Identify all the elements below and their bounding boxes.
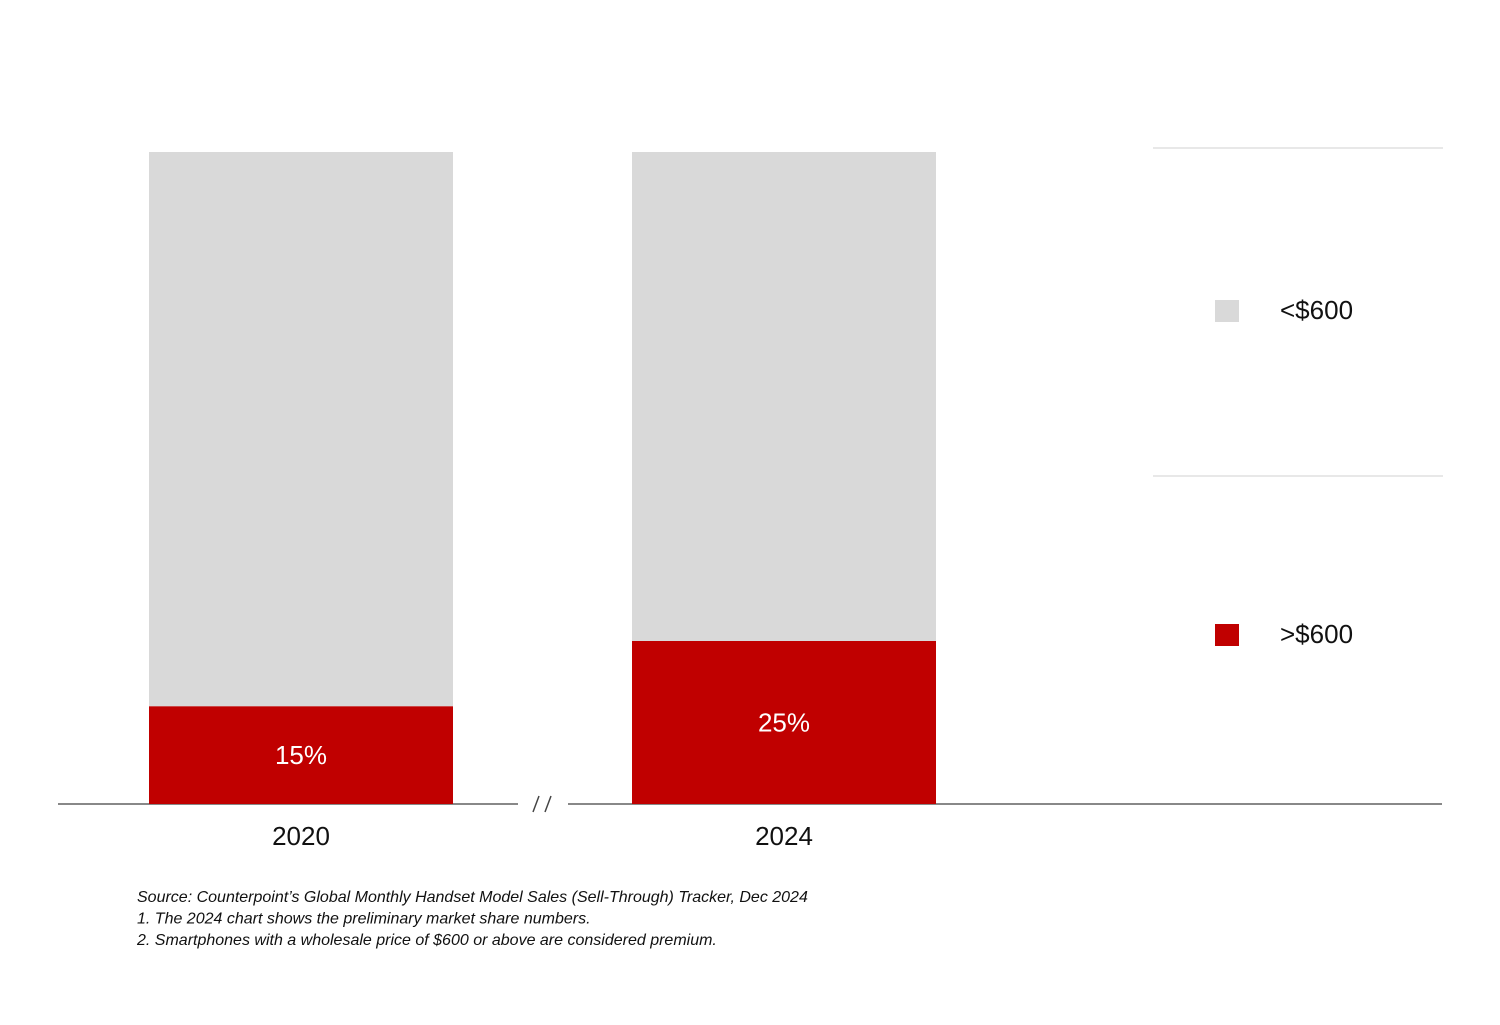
legend-swatch — [1215, 300, 1239, 322]
footnote: Source: Counterpoint’s Global Monthly Ha… — [137, 889, 808, 906]
data-label: 25% — [758, 707, 810, 737]
x-tick-label: 2020 — [272, 821, 330, 851]
bar-segment — [149, 706, 453, 804]
footnote: 2. Smartphones with a wholesale price of… — [136, 932, 717, 949]
bar-segment — [632, 641, 936, 804]
x-tick-label: 2024 — [755, 821, 813, 851]
legend-swatch — [1215, 624, 1239, 646]
data-label: 15% — [275, 740, 327, 770]
footnote: 1. The 2024 chart shows the preliminary … — [137, 911, 591, 928]
legend-label: >$600 — [1280, 619, 1353, 649]
bar-segment — [149, 152, 453, 707]
axis-break — [532, 795, 540, 813]
axis-break — [544, 795, 552, 813]
legend-label: <$600 — [1280, 295, 1353, 325]
bar-segment — [632, 152, 936, 641]
